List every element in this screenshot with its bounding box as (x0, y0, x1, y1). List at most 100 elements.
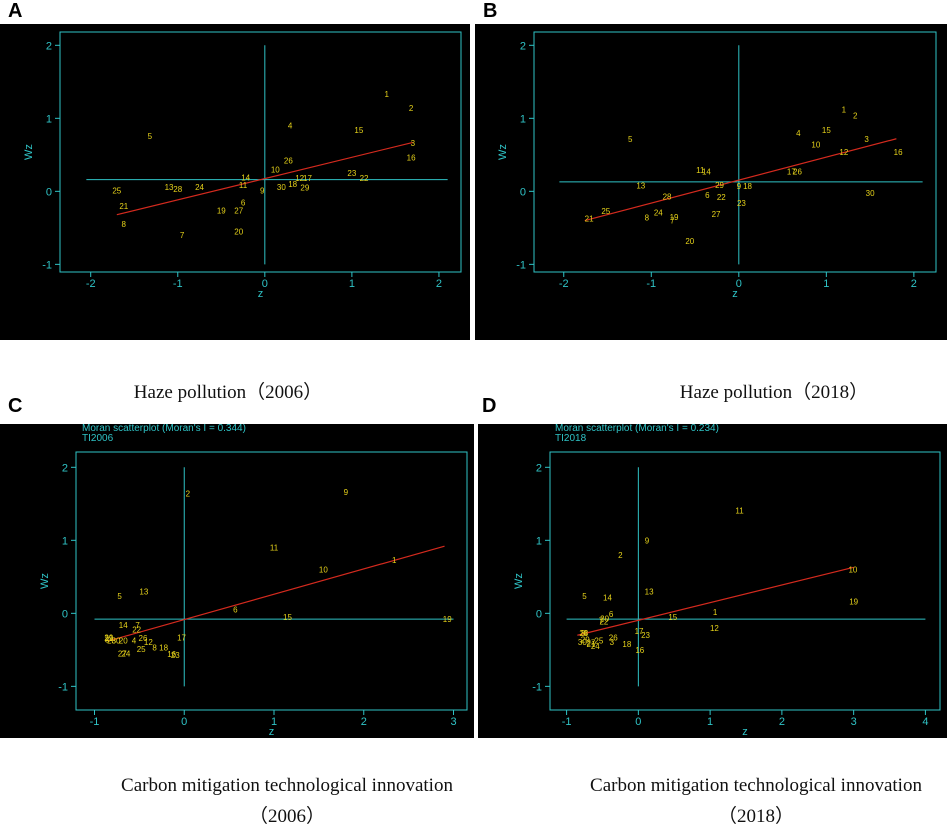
data-point-label: 27 (712, 210, 721, 219)
caption-cmti-2018-line1: Carbon mitigation technological innovati… (590, 775, 922, 796)
data-point-label: 8 (152, 644, 157, 653)
data-point-label: 30 (578, 638, 587, 647)
y-tick-label: 2 (536, 462, 542, 474)
data-point-label: 26 (609, 633, 618, 642)
x-tick-label: 2 (436, 278, 442, 290)
data-point-label: 6 (705, 191, 710, 200)
panel-letter-b: B (483, 0, 498, 22)
x-axis-label: z (269, 726, 275, 738)
data-point-label: 9 (260, 187, 265, 196)
data-point-label: 3 (411, 139, 416, 148)
data-point-label: 20 (600, 614, 609, 623)
x-tick-label: 0 (736, 278, 742, 290)
data-point-label: 1 (842, 106, 847, 115)
chart-panel-d: Moran scatterplot (Moran's I = 0.234) TI2… (478, 424, 947, 738)
y-tick-label: 1 (520, 113, 526, 125)
data-point-label: 8 (122, 220, 127, 229)
y-tick-label: 1 (62, 535, 68, 547)
x-tick-label: 4 (922, 716, 928, 728)
data-point-label: 11 (696, 166, 705, 175)
x-tick-label: 2 (911, 278, 917, 290)
data-point-label: 24 (121, 649, 130, 658)
y-tick-label: -1 (58, 681, 68, 693)
data-point-label: 22 (132, 625, 141, 634)
y-tick-label: 0 (536, 608, 542, 620)
data-point-label: 16 (635, 646, 644, 655)
y-tick-label: -1 (516, 259, 526, 271)
x-tick-label: -1 (646, 278, 656, 290)
data-point-label: 2 (853, 111, 858, 120)
data-point-label: 25 (601, 207, 610, 216)
data-point-label: 10 (848, 566, 857, 575)
data-point-label: 6 (233, 606, 238, 615)
y-axis-label: Wz (39, 573, 51, 589)
regression-line (107, 545, 445, 642)
moran-scatterplot-pm2018: Moran scatterplot (Moran's I = 0.322)PM2… (497, 31, 937, 300)
data-point-label: 9 (645, 536, 650, 545)
data-point-label: 28 (107, 636, 116, 645)
data-point-label: 30 (112, 636, 121, 645)
chart-panel-c: Moran scatterplot (Moran's I = 0.344) TI2… (0, 424, 474, 738)
plot-frame (75, 451, 468, 711)
data-point-label: 10 (811, 141, 820, 150)
regression-line (577, 566, 854, 636)
x-axis-label: z (732, 288, 738, 300)
x-tick-label: -1 (173, 278, 183, 290)
y-axis-label: Wz (513, 573, 525, 589)
data-point-label: 28 (663, 192, 672, 201)
data-point-label: 17 (303, 174, 312, 183)
data-point-label: 15 (283, 613, 292, 622)
data-point-label: 17 (177, 633, 186, 642)
data-point-label: 5 (628, 135, 633, 144)
data-point-label: 29 (300, 184, 309, 193)
y-tick-label: -1 (532, 681, 542, 693)
data-point-label: 7 (670, 217, 675, 226)
data-point-label: 24 (195, 183, 204, 192)
x-tick-label: 1 (271, 716, 277, 728)
data-point-label: 22 (717, 193, 726, 202)
data-point-label: 16 (894, 148, 903, 157)
data-point-label: 19 (217, 206, 226, 215)
data-point-label: 16 (407, 154, 416, 163)
data-point-label: 2 (186, 490, 191, 499)
data-point-label: 23 (347, 169, 356, 178)
data-point-label: 10 (319, 566, 328, 575)
chart-subtitle: TI2006 (82, 433, 114, 444)
data-point-label: 28 (579, 629, 588, 638)
panel-letter-c: C (8, 395, 23, 417)
panel-letter-a: A (8, 0, 23, 22)
y-tick-label: -1 (42, 259, 52, 271)
data-point-label: 3 (864, 135, 869, 144)
data-point-label: 21 (119, 202, 128, 211)
data-point-label: 20 (119, 636, 128, 645)
data-point-label: 11 (239, 181, 248, 190)
data-point-label: 16 (167, 650, 176, 659)
data-point-label: 15 (822, 126, 831, 135)
x-tick-label: 2 (361, 716, 367, 728)
data-point-label: 11 (735, 506, 744, 515)
y-tick-label: 2 (62, 462, 68, 474)
data-point-label: 3 (105, 636, 110, 645)
data-point-label: 23 (737, 199, 746, 208)
data-point-label: 18 (743, 182, 752, 191)
data-point-label: 21 (587, 640, 596, 649)
data-point-label: 5 (582, 592, 587, 601)
data-point-label: 3 (610, 638, 615, 647)
caption-cmti-2018-line2: （2018） (717, 806, 794, 827)
data-point-label: 19 (443, 615, 452, 624)
data-point-label: 13 (636, 181, 645, 190)
data-point-label: 11 (270, 544, 279, 553)
chart-title: Moran scatterplot (Moran's I = 0.344) (82, 424, 246, 434)
y-tick-label: 0 (46, 186, 52, 198)
x-tick-label: -2 (559, 278, 569, 290)
data-point-label: 5 (117, 592, 122, 601)
data-point-label: 4 (796, 129, 801, 138)
data-point-label: 24 (591, 642, 600, 651)
x-tick-label: 1 (823, 278, 829, 290)
data-point-label: 12 (295, 174, 304, 183)
regression-line (584, 138, 897, 222)
data-point-label: 22 (599, 617, 608, 626)
data-point-label: 26 (793, 168, 802, 177)
data-point-label: 8 (645, 214, 650, 223)
x-tick-label: 3 (851, 716, 857, 728)
